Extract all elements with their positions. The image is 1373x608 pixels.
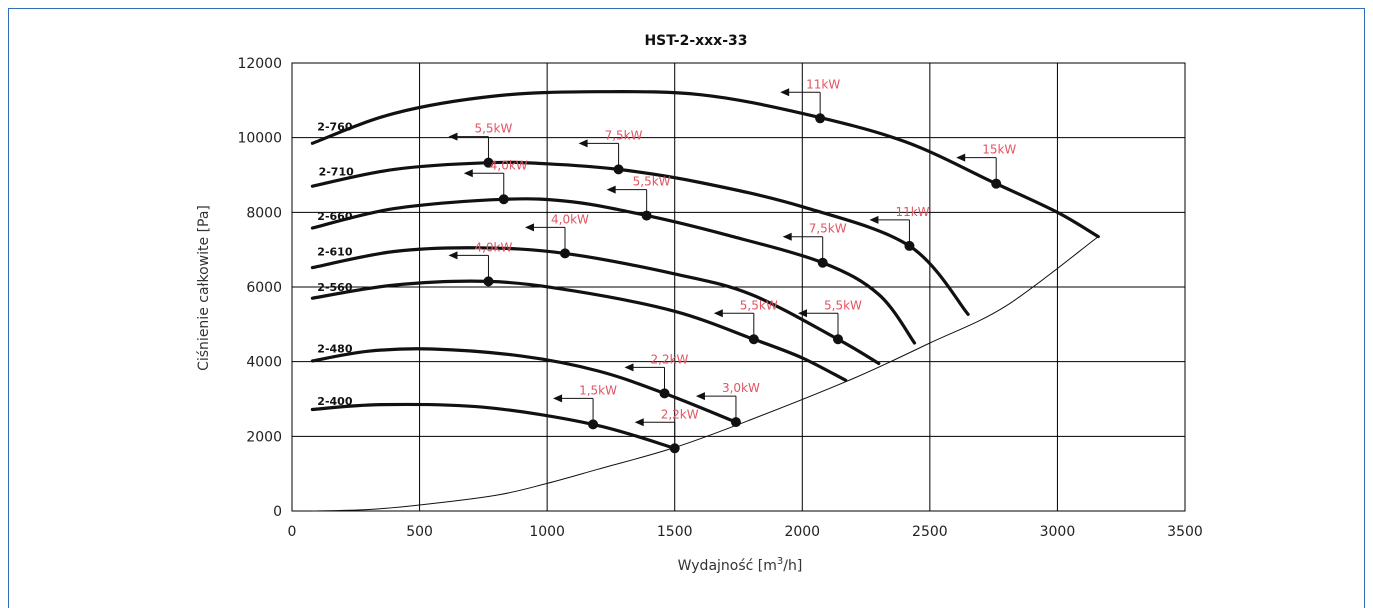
x-axis-label: Wydajność [m3/h]: [678, 556, 803, 574]
arrow-left-icon: [782, 232, 792, 241]
arrow-left-icon: [463, 169, 473, 178]
power-label: 15kW: [982, 143, 1016, 157]
fan-curves: 2-760 2-710 2-660 2-610 2-560 2-480 2-400: [310, 90, 1100, 512]
arrow-left-icon: [606, 185, 616, 194]
y-axis-label: Ciśnienie całkowite [Pa]: [196, 205, 212, 371]
power-point: [483, 276, 494, 287]
y-tick-label: 10000: [237, 131, 282, 147]
power-point: [991, 178, 1002, 189]
power-label: 4,0kW: [551, 212, 589, 226]
power-label: 5,5kW: [474, 122, 512, 136]
power-label: 7,5kW: [809, 222, 847, 236]
power-point: [669, 443, 680, 454]
curve-2-710: [310, 160, 970, 316]
grid: [291, 62, 1186, 512]
arrow-left-icon: [869, 215, 879, 224]
power-label: 4,0kW: [490, 158, 528, 172]
power-label: 2,2kW: [651, 352, 689, 366]
power-point: [904, 240, 915, 251]
series-label-2-400: 2-400: [317, 395, 353, 408]
arrow-left-icon: [624, 363, 634, 372]
y-tick-label: 2000: [246, 429, 282, 445]
arrow-left-icon: [634, 418, 644, 427]
arrow-left-icon: [448, 251, 458, 260]
arrow-left-icon: [780, 88, 790, 97]
power-label: 2,2kW: [661, 407, 699, 421]
power-point: [659, 388, 670, 399]
y-tick-label: 8000: [246, 205, 282, 221]
arrow-left-icon: [713, 309, 723, 318]
curve-2-660: [310, 197, 917, 345]
curve-2-760: [310, 90, 1100, 239]
x-tick-label: 2500: [912, 524, 948, 540]
series-label-2-560: 2-560: [317, 281, 353, 294]
power-point: [498, 194, 509, 205]
arrow-left-icon: [578, 139, 588, 148]
power-point: [613, 164, 624, 175]
power-point: [641, 210, 652, 221]
series-label-2-710: 2-710: [319, 165, 355, 178]
y-tick-label: 4000: [246, 355, 282, 371]
power-label: 11kW: [806, 77, 840, 91]
arrow-left-icon: [553, 394, 563, 403]
power-markers: 11kW 15kW 5,5kW 7,5kW 11kW 4,0kW 5,5kW 7,5kW 4,0…: [448, 77, 1016, 454]
arrow-left-icon: [798, 309, 808, 318]
x-tick-label: 3000: [1040, 524, 1076, 540]
chart-frame: [8, 8, 1365, 608]
series-label-2-480: 2-480: [317, 343, 353, 356]
x-tick-label: 2000: [784, 524, 820, 540]
y-tick-label: 6000: [246, 280, 282, 296]
power-label: 1,5kW: [579, 383, 617, 397]
power-point: [730, 417, 741, 428]
series-label-2-610: 2-610: [317, 246, 353, 259]
power-point: [833, 334, 844, 345]
power-point: [483, 157, 494, 168]
power-label: 5,5kW: [824, 298, 862, 312]
arrow-left-icon: [448, 132, 458, 141]
arrow-left-icon: [956, 153, 966, 162]
power-point: [817, 257, 828, 268]
chart-title: HST-2-xxx-33: [644, 33, 747, 49]
performance-chart: HST-2-xxx-33 Wydajność [m3/h] Ciśnienie …: [196, 33, 1203, 574]
arrow-left-icon: [695, 392, 705, 401]
power-label: 3,0kW: [722, 381, 760, 395]
x-tick-label: 3500: [1167, 524, 1203, 540]
curve-2-400: [310, 402, 677, 450]
series-label-2-660: 2-660: [317, 210, 353, 223]
curve-2-560: [310, 279, 848, 382]
plot-area-border: [291, 62, 1186, 512]
x-tick-label: 1000: [529, 524, 565, 540]
power-point: [588, 419, 599, 430]
series-label-2-760: 2-760: [317, 120, 353, 133]
power-point: [748, 334, 759, 345]
y-tick-label: 12000: [237, 56, 282, 72]
power-label: 4,0kW: [474, 240, 512, 254]
power-label: 5,5kW: [740, 298, 778, 312]
x-tick-label: 0: [288, 524, 297, 540]
system-curve: [312, 236, 1099, 512]
x-tick-label: 1500: [657, 524, 693, 540]
power-point: [560, 248, 571, 259]
x-tick-label: 500: [406, 524, 433, 540]
power-label: 11kW: [895, 205, 929, 219]
y-tick-label: 0: [273, 504, 282, 520]
power-label: 5,5kW: [633, 175, 671, 189]
curve-2-610: [310, 246, 881, 366]
tick-labels: 0 500 1000 1500 2000 2500 3000 3500 0 2000 4000 600…: [237, 56, 1202, 540]
power-label: 7,5kW: [605, 128, 643, 142]
arrow-left-icon: [525, 223, 535, 232]
power-point: [815, 113, 826, 124]
